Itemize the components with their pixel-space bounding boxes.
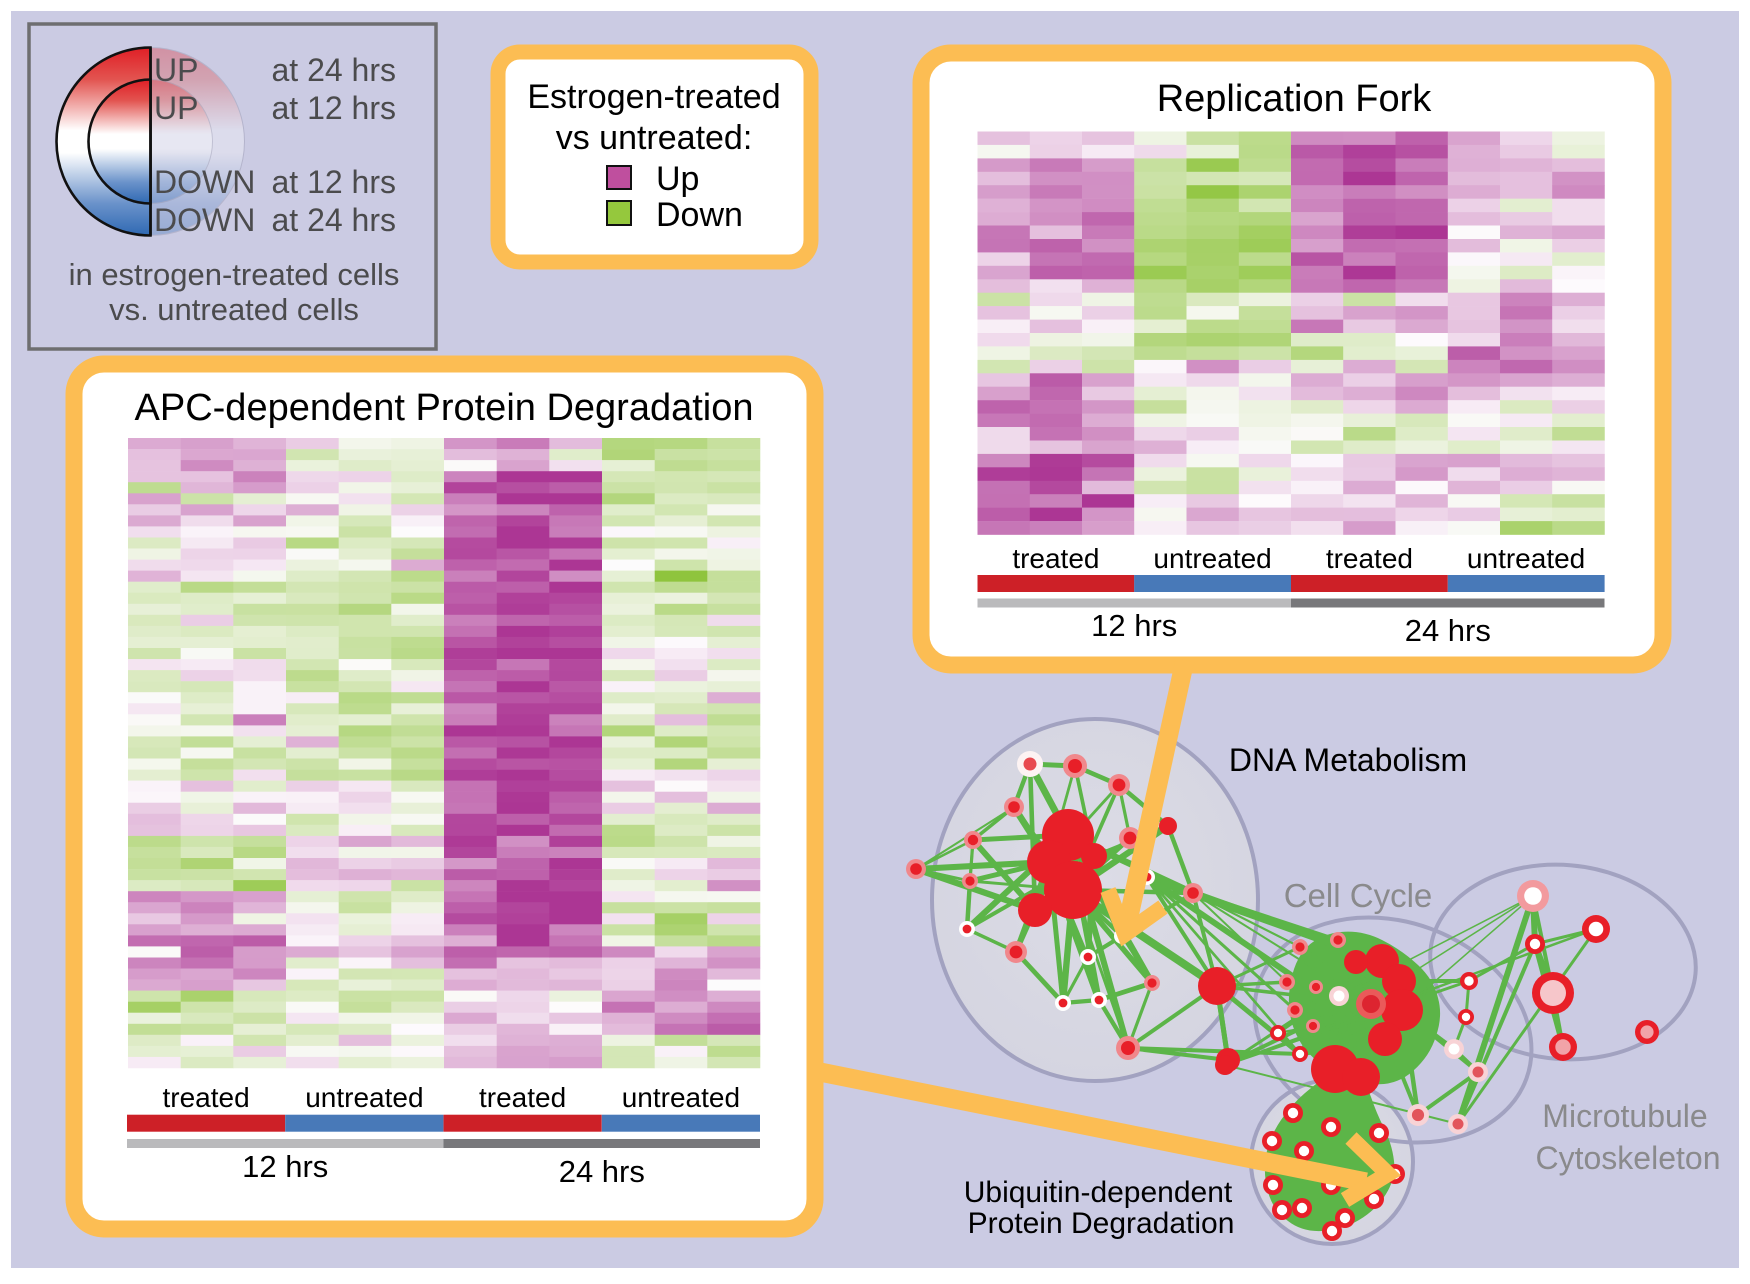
svg-text:Ubiquitin-dependent: Ubiquitin-dependent	[964, 1176, 1233, 1209]
svg-text:Cytoskeleton: Cytoskeleton	[1536, 1140, 1721, 1176]
svg-text:at 24 hrs: at 24 hrs	[271, 52, 396, 88]
svg-text:Cell Cycle: Cell Cycle	[1284, 877, 1433, 914]
svg-text:at 12 hrs: at 12 hrs	[271, 90, 396, 126]
svg-text:UP: UP	[154, 52, 198, 88]
svg-text:24 hrs: 24 hrs	[1405, 613, 1491, 648]
svg-text:24 hrs: 24 hrs	[559, 1154, 645, 1189]
svg-text:12 hrs: 12 hrs	[242, 1149, 328, 1184]
svg-text:Microtubule: Microtubule	[1542, 1098, 1707, 1134]
svg-text:DOWN: DOWN	[154, 164, 255, 200]
svg-text:untreated: untreated	[1153, 543, 1271, 574]
svg-text:vs. untreated cells: vs. untreated cells	[109, 292, 359, 327]
svg-text:in estrogen-treated cells: in estrogen-treated cells	[69, 257, 400, 292]
svg-text:12 hrs: 12 hrs	[1091, 608, 1177, 643]
svg-text:Protein Degradation: Protein Degradation	[968, 1207, 1235, 1240]
svg-text:Replication Fork: Replication Fork	[1157, 78, 1433, 120]
svg-text:UP: UP	[154, 90, 198, 126]
svg-text:treated: treated	[163, 1082, 250, 1113]
svg-text:treated: treated	[479, 1082, 566, 1113]
svg-text:treated: treated	[1012, 543, 1099, 574]
svg-text:at 12 hrs: at 12 hrs	[271, 164, 396, 200]
svg-text:untreated: untreated	[1467, 543, 1585, 574]
svg-text:treated: treated	[1326, 543, 1413, 574]
svg-text:DOWN: DOWN	[154, 202, 255, 238]
svg-text:Estrogen-treated: Estrogen-treated	[527, 78, 780, 116]
svg-text:DNA Metabolism: DNA Metabolism	[1229, 742, 1467, 778]
svg-text:Down: Down	[656, 196, 743, 234]
svg-text:APC-dependent Protein Degradat: APC-dependent Protein Degradation	[135, 387, 754, 429]
svg-text:untreated: untreated	[305, 1082, 423, 1113]
svg-text:vs untreated:: vs untreated:	[556, 119, 753, 157]
svg-text:untreated: untreated	[622, 1082, 740, 1113]
svg-text:Up: Up	[656, 160, 699, 198]
svg-text:at 24 hrs: at 24 hrs	[271, 202, 396, 238]
